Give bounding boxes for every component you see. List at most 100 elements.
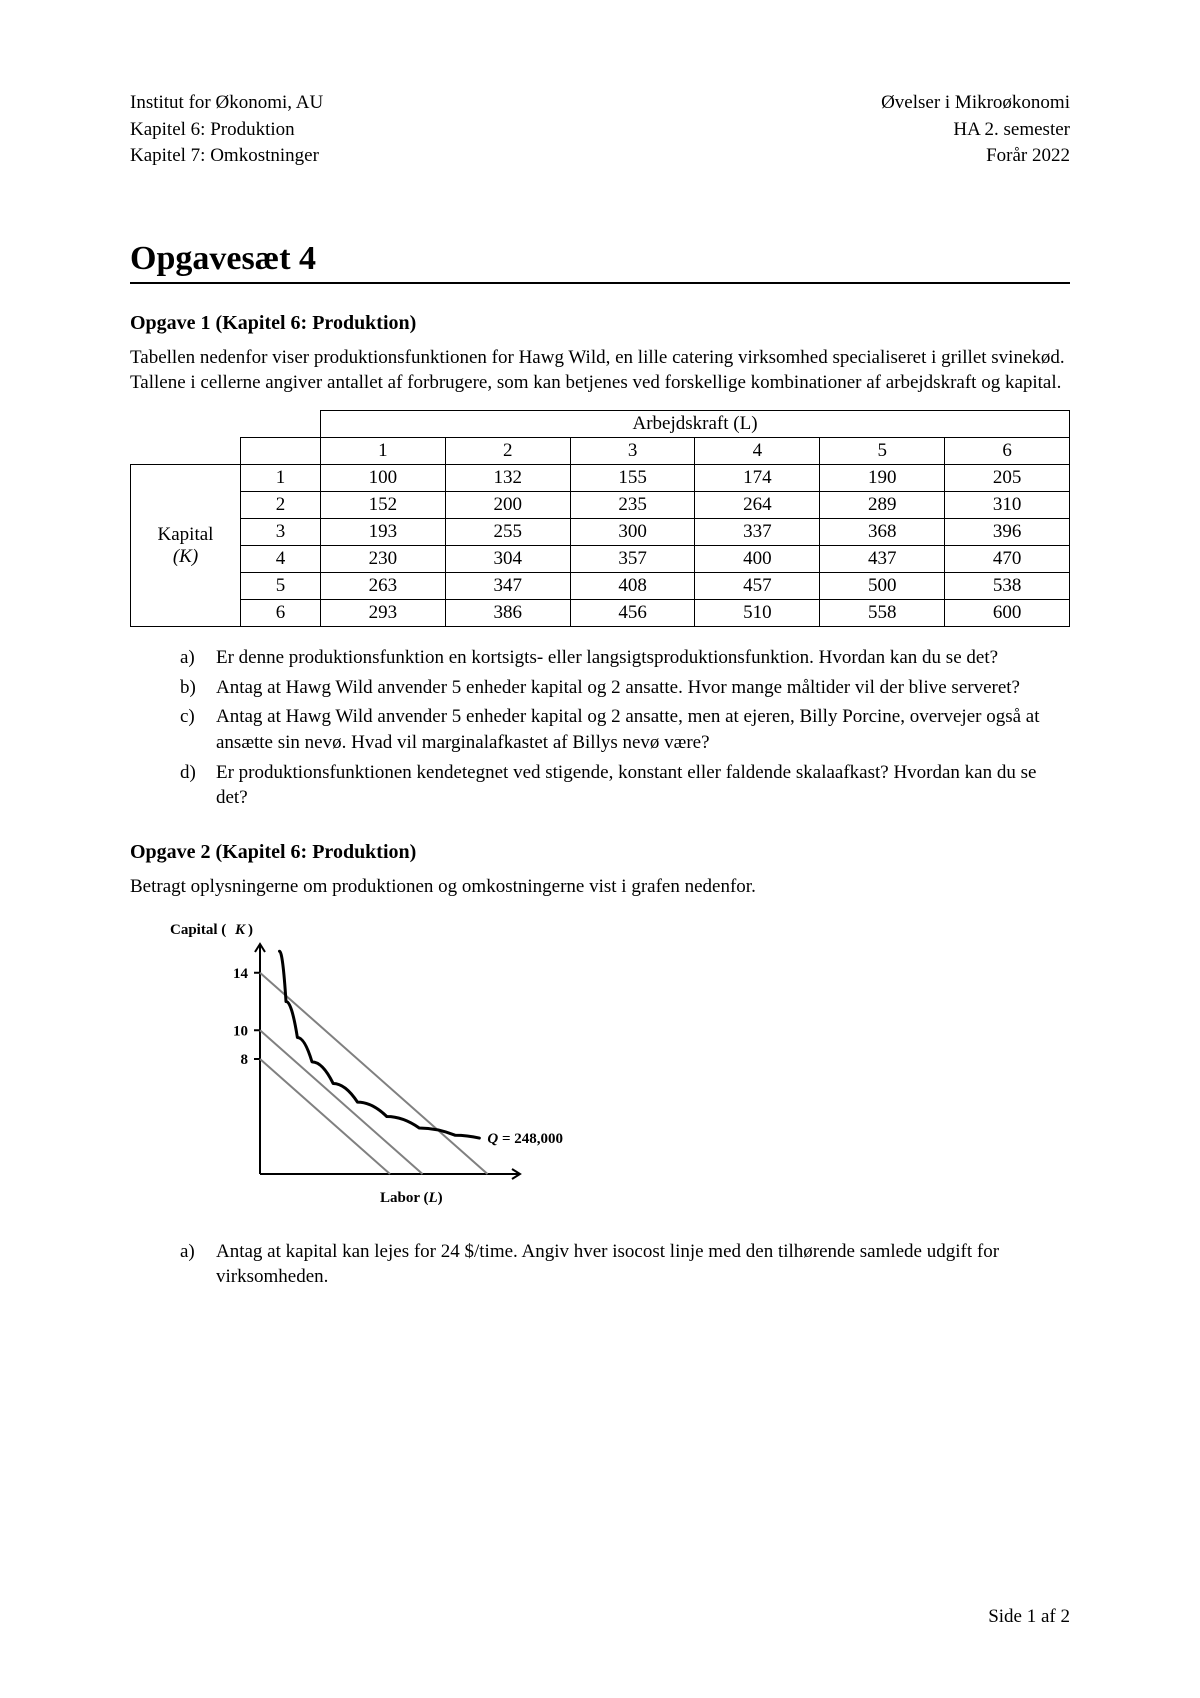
table-row: 3 193 255 300 337 368 396 [131, 519, 1070, 546]
cell: 264 [695, 492, 820, 519]
row-group-label: Kapital (K) [131, 465, 241, 627]
header-left-line: Institut for Økonomi, AU [130, 90, 323, 117]
cell: 337 [695, 519, 820, 546]
cell: 457 [695, 573, 820, 600]
header-right: Øvelser i Mikroøkonomi HA 2. semester Fo… [881, 90, 1070, 170]
table-row: Kapital (K) 1 100 132 155 174 190 205 [131, 465, 1070, 492]
svg-text:K: K [234, 922, 246, 938]
cell: 408 [570, 573, 695, 600]
page-header: Institut for Økonomi, AU Kapitel 6: Prod… [130, 90, 1070, 170]
cell: 400 [695, 546, 820, 573]
question-item: a) Antag at kapital kan lejes for 24 $/ti… [180, 1239, 1070, 1290]
cell: 293 [321, 600, 446, 627]
cell: 310 [945, 492, 1070, 519]
header-right-line: HA 2. semester [881, 117, 1070, 144]
col-header: 5 [820, 438, 945, 465]
svg-text:10: 10 [233, 1023, 248, 1039]
svg-text:Q = 248,000: Q = 248,000 [487, 1131, 563, 1147]
cell: 100 [321, 465, 446, 492]
section1-intro: Tabellen nedenfor viser produktionsfunkt… [130, 345, 1070, 396]
row-group-top: Kapital [158, 524, 214, 545]
section1-questions: a) Er denne produktionsfunktion en kortsi… [130, 645, 1070, 811]
cell: 600 [945, 600, 1070, 627]
production-table: Arbejdskraft (L) 1 2 3 4 5 6 Kapital (K)… [130, 410, 1070, 627]
svg-text:Capital (: Capital ( [170, 922, 226, 938]
cell: 500 [820, 573, 945, 600]
cell: 235 [570, 492, 695, 519]
col-header: 6 [945, 438, 1070, 465]
col-header: 4 [695, 438, 820, 465]
table-row: 2 152 200 235 264 289 310 [131, 492, 1070, 519]
table-col-headers: 1 2 3 4 5 6 [131, 438, 1070, 465]
svg-text:): ) [248, 922, 253, 938]
row-header: 3 [241, 519, 321, 546]
question-item: c) Antag at Hawg Wild anvender 5 enheder … [180, 704, 1070, 755]
cell: 174 [695, 465, 820, 492]
question-marker: a) [180, 1239, 195, 1265]
cell: 347 [445, 573, 570, 600]
question-marker: b) [180, 675, 196, 701]
header-right-line: Øvelser i Mikroøkonomi [881, 90, 1070, 117]
isoquant-chart: Capital ( K) 14 10 8 Q = 248,000 Labor (L) [160, 914, 1070, 1219]
question-item: a) Er denne produktionsfunktion en kortsi… [180, 645, 1070, 671]
cell: 470 [945, 546, 1070, 573]
cell: 289 [820, 492, 945, 519]
question-item: b) Antag at Hawg Wild anvender 5 enheder … [180, 675, 1070, 701]
row-header: 5 [241, 573, 321, 600]
section1-heading: Opgave 1 (Kapitel 6: Produktion) [130, 312, 1070, 335]
page-title: Opgavesæt 4 [130, 240, 1070, 284]
cell: 230 [321, 546, 446, 573]
cell: 396 [945, 519, 1070, 546]
row-group-bottom: (K) [173, 546, 198, 567]
cell: 190 [820, 465, 945, 492]
col-header: 3 [570, 438, 695, 465]
svg-text:Labor (L): Labor (L) [380, 1190, 443, 1206]
header-left: Institut for Økonomi, AU Kapitel 6: Prod… [130, 90, 323, 170]
table-col-group: Arbejdskraft (L) [321, 411, 1070, 438]
question-marker: c) [180, 704, 195, 730]
col-header: 2 [445, 438, 570, 465]
cell: 456 [570, 600, 695, 627]
row-header: 6 [241, 600, 321, 627]
section2-intro: Betragt oplysningerne om produktionen og… [130, 874, 1070, 900]
question-text: Er denne produktionsfunktion en kortsigt… [216, 647, 998, 668]
question-text: Antag at Hawg Wild anvender 5 enheder ka… [216, 706, 1040, 753]
section2-questions: a) Antag at kapital kan lejes for 24 $/ti… [130, 1239, 1070, 1290]
header-right-line: Forår 2022 [881, 143, 1070, 170]
header-left-line: Kapitel 7: Omkostninger [130, 143, 323, 170]
cell: 357 [570, 546, 695, 573]
row-header: 4 [241, 546, 321, 573]
table-row: 5 263 347 408 457 500 538 [131, 573, 1070, 600]
svg-text:8: 8 [241, 1052, 249, 1068]
col-header: 1 [321, 438, 446, 465]
cell: 558 [820, 600, 945, 627]
cell: 368 [820, 519, 945, 546]
cell: 304 [445, 546, 570, 573]
cell: 386 [445, 600, 570, 627]
header-left-line: Kapitel 6: Produktion [130, 117, 323, 144]
question-text: Antag at kapital kan lejes for 24 $/time… [216, 1241, 999, 1288]
cell: 255 [445, 519, 570, 546]
page: Institut for Økonomi, AU Kapitel 6: Prod… [0, 0, 1200, 1698]
question-item: d) Er produktionsfunktionen kendetegnet v… [180, 760, 1070, 811]
cell: 152 [321, 492, 446, 519]
cell: 200 [445, 492, 570, 519]
cell: 437 [820, 546, 945, 573]
question-text: Antag at Hawg Wild anvender 5 enheder ka… [216, 677, 1020, 698]
cell: 510 [695, 600, 820, 627]
cell: 205 [945, 465, 1070, 492]
cell: 155 [570, 465, 695, 492]
cell: 193 [321, 519, 446, 546]
question-text: Er produktionsfunktionen kendetegnet ved… [216, 762, 1036, 809]
table-row: 4 230 304 357 400 437 470 [131, 546, 1070, 573]
cell: 538 [945, 573, 1070, 600]
svg-text:14: 14 [233, 965, 249, 981]
question-marker: a) [180, 645, 195, 671]
row-header: 1 [241, 465, 321, 492]
col-group-label: Arbejdskraft (L) [632, 413, 757, 434]
cell: 263 [321, 573, 446, 600]
section2-heading: Opgave 2 (Kapitel 6: Produktion) [130, 841, 1070, 864]
cell: 132 [445, 465, 570, 492]
question-marker: d) [180, 760, 196, 786]
row-header: 2 [241, 492, 321, 519]
